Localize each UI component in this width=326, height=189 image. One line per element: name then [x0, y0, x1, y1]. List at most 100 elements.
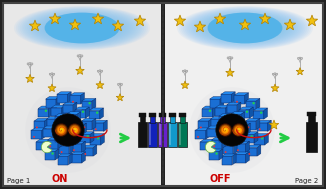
Circle shape: [119, 83, 121, 85]
Polygon shape: [93, 120, 107, 123]
Circle shape: [301, 57, 303, 59]
Polygon shape: [43, 126, 57, 129]
Polygon shape: [246, 98, 260, 101]
Bar: [63, 105, 73, 113]
Polygon shape: [75, 107, 89, 110]
Polygon shape: [268, 120, 271, 131]
Bar: [230, 135, 241, 144]
Ellipse shape: [27, 10, 137, 46]
Polygon shape: [230, 131, 233, 142]
Bar: [219, 133, 230, 142]
Bar: [170, 116, 175, 123]
Polygon shape: [195, 128, 210, 130]
Circle shape: [62, 117, 64, 120]
Circle shape: [261, 137, 263, 139]
Circle shape: [246, 111, 248, 113]
Ellipse shape: [22, 9, 142, 48]
Circle shape: [222, 126, 229, 134]
Polygon shape: [241, 133, 245, 144]
Bar: [43, 129, 53, 137]
Bar: [198, 121, 209, 129]
Ellipse shape: [29, 11, 135, 45]
Polygon shape: [236, 123, 250, 126]
Polygon shape: [85, 107, 89, 118]
Bar: [253, 111, 264, 119]
Polygon shape: [209, 119, 212, 129]
Polygon shape: [198, 119, 212, 121]
Circle shape: [39, 101, 96, 159]
Circle shape: [73, 128, 76, 132]
Circle shape: [77, 55, 79, 57]
Wedge shape: [41, 141, 52, 153]
Circle shape: [95, 128, 97, 130]
Ellipse shape: [198, 13, 292, 43]
Circle shape: [121, 83, 123, 85]
Polygon shape: [226, 105, 230, 116]
Polygon shape: [67, 92, 71, 103]
Circle shape: [88, 102, 91, 104]
Circle shape: [234, 125, 243, 135]
Wedge shape: [205, 141, 216, 153]
Polygon shape: [112, 20, 124, 31]
Circle shape: [51, 73, 53, 75]
Circle shape: [221, 125, 230, 135]
Bar: [58, 156, 68, 165]
Circle shape: [219, 123, 232, 137]
Bar: [67, 135, 77, 144]
Ellipse shape: [23, 9, 141, 47]
Polygon shape: [246, 152, 249, 163]
Circle shape: [231, 57, 233, 59]
Polygon shape: [239, 107, 253, 110]
Polygon shape: [104, 120, 107, 131]
Polygon shape: [90, 134, 104, 136]
Circle shape: [117, 83, 119, 85]
Polygon shape: [89, 108, 103, 111]
Polygon shape: [235, 152, 249, 154]
Bar: [57, 94, 67, 103]
Ellipse shape: [208, 13, 282, 43]
Polygon shape: [221, 116, 225, 128]
Circle shape: [297, 57, 299, 59]
Polygon shape: [83, 123, 86, 134]
Polygon shape: [214, 13, 226, 24]
Bar: [209, 151, 219, 160]
Bar: [307, 112, 316, 116]
Bar: [72, 126, 83, 134]
Polygon shape: [69, 143, 73, 154]
Polygon shape: [207, 126, 221, 129]
Text: Page 1: Page 1: [7, 178, 30, 184]
Circle shape: [69, 124, 80, 136]
Circle shape: [299, 57, 301, 59]
Polygon shape: [233, 143, 237, 154]
Circle shape: [36, 126, 38, 128]
Polygon shape: [72, 123, 86, 126]
Polygon shape: [223, 143, 237, 146]
Circle shape: [86, 135, 89, 138]
Polygon shape: [73, 102, 77, 113]
Circle shape: [233, 124, 244, 136]
Circle shape: [82, 111, 84, 113]
Polygon shape: [71, 152, 85, 154]
Ellipse shape: [20, 8, 144, 48]
Polygon shape: [206, 128, 210, 139]
Circle shape: [49, 73, 51, 75]
Bar: [67, 114, 77, 123]
Polygon shape: [80, 132, 94, 134]
Bar: [159, 113, 166, 117]
Polygon shape: [257, 120, 271, 123]
Circle shape: [68, 123, 81, 137]
Circle shape: [53, 73, 55, 75]
Circle shape: [96, 112, 98, 114]
Circle shape: [184, 70, 186, 72]
Polygon shape: [222, 137, 226, 149]
Circle shape: [52, 114, 84, 146]
Ellipse shape: [31, 12, 133, 44]
Polygon shape: [257, 145, 261, 156]
Bar: [159, 124, 161, 145]
Text: OFF: OFF: [210, 174, 231, 184]
Polygon shape: [213, 106, 216, 117]
Polygon shape: [45, 149, 59, 151]
Circle shape: [209, 110, 211, 112]
Circle shape: [29, 62, 31, 65]
Circle shape: [71, 126, 78, 134]
